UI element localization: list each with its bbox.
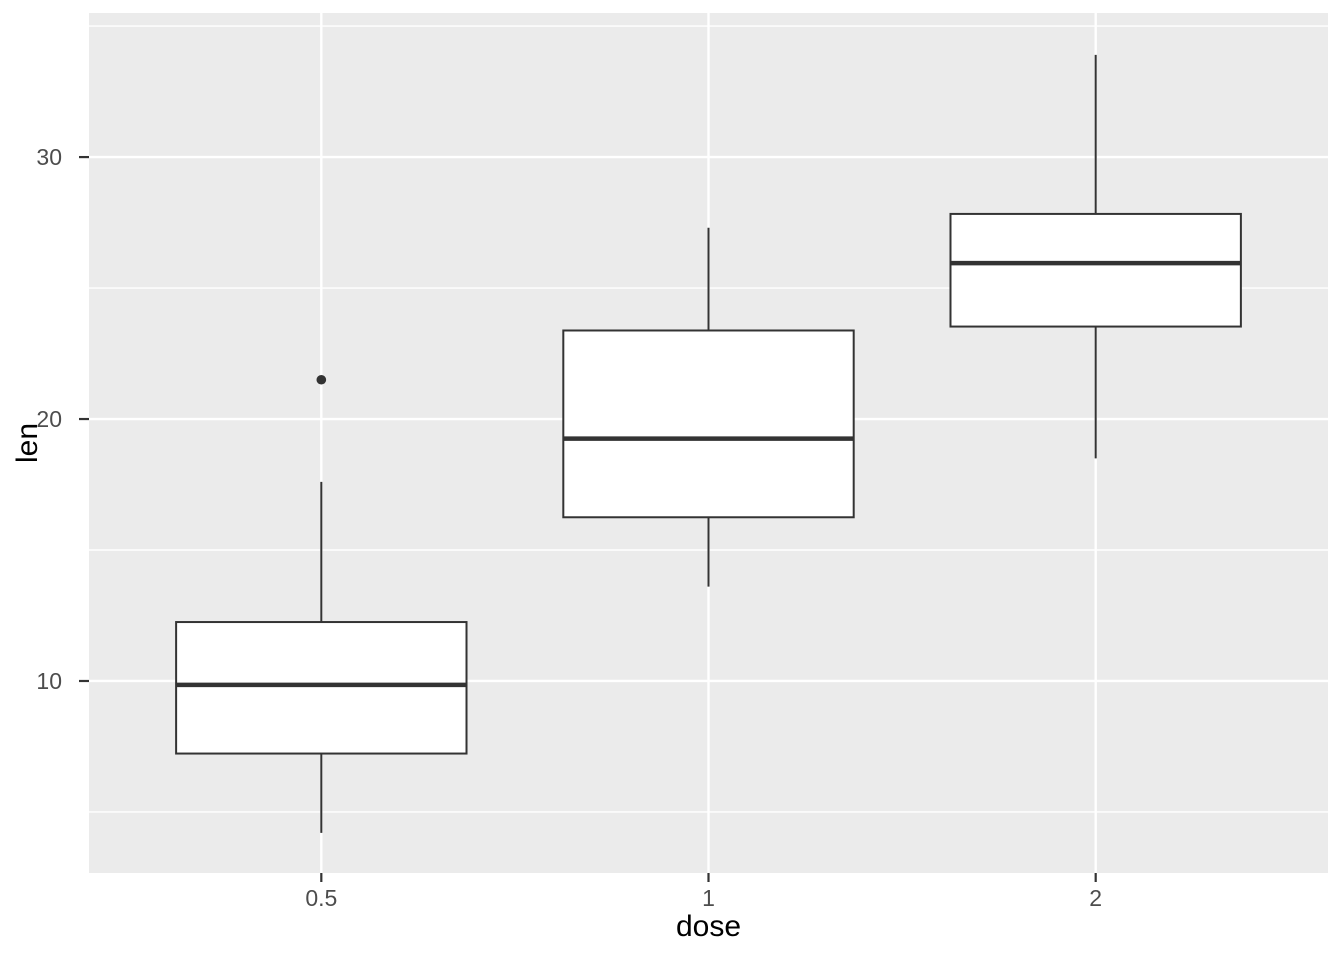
- y-tick-label: 20: [36, 406, 62, 432]
- boxplot-box: [949, 212, 1242, 328]
- x-tick-label: 2: [1089, 885, 1102, 911]
- y-axis-title: len: [11, 422, 45, 464]
- y-tick-label: 30: [36, 144, 62, 170]
- outlier-point: [316, 374, 327, 385]
- y-axis-title-area: len: [11, 13, 45, 873]
- x-tick-label: 0.5: [305, 885, 337, 911]
- x-axis-title: dose: [675, 910, 742, 943]
- boxplot-box: [175, 621, 468, 755]
- y-tick-label: 10: [36, 668, 62, 694]
- x-tick-label: 1: [702, 885, 715, 911]
- boxplot-box: [562, 329, 855, 519]
